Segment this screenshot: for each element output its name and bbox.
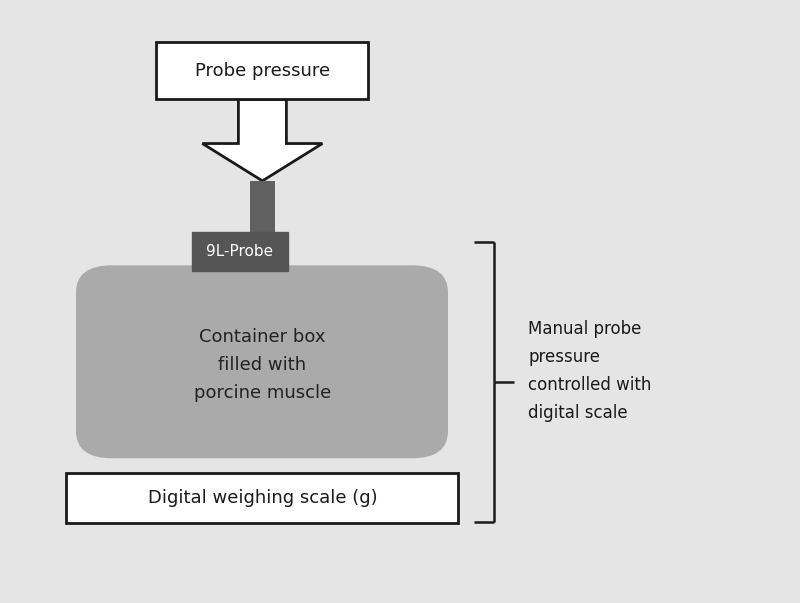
Text: Manual probe
pressure
controlled with
digital scale: Manual probe pressure controlled with di…: [528, 320, 651, 421]
Bar: [192, 232, 288, 271]
FancyBboxPatch shape: [76, 265, 448, 458]
Text: Digital weighing scale (g): Digital weighing scale (g): [147, 489, 378, 507]
Bar: [156, 42, 368, 99]
Text: Probe pressure: Probe pressure: [195, 62, 330, 80]
Bar: [66, 473, 458, 523]
Bar: [250, 181, 275, 253]
Text: 9L-Probe: 9L-Probe: [206, 244, 274, 259]
Text: Container box
filled with
porcine muscle: Container box filled with porcine muscle: [194, 328, 331, 402]
Polygon shape: [202, 99, 322, 181]
